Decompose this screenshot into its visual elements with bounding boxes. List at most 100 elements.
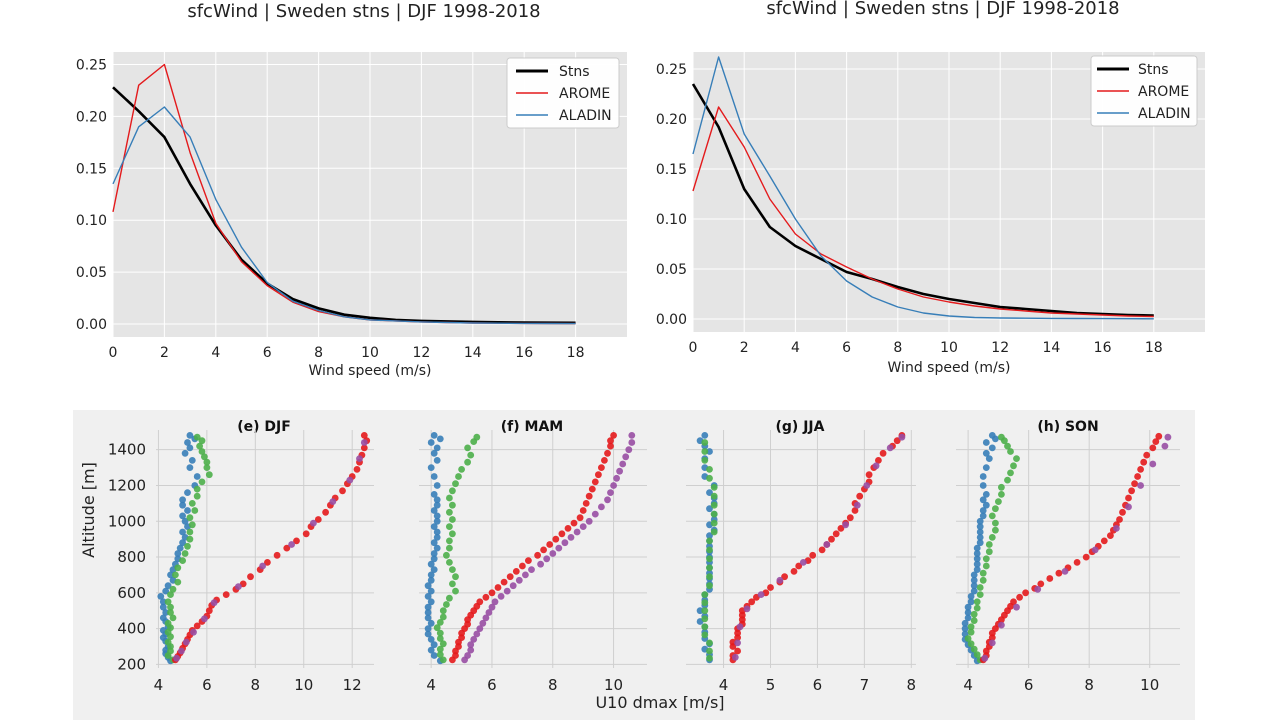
data-point: [210, 599, 218, 607]
data-point: [452, 587, 459, 595]
data-point: [159, 598, 167, 606]
data-point: [607, 437, 614, 445]
x-tick-label: 14: [464, 345, 482, 361]
data-point: [205, 607, 213, 615]
data-point: [748, 598, 756, 606]
data-point: [464, 652, 471, 659]
data-point: [179, 528, 187, 536]
data-point: [193, 433, 201, 441]
data-point: [203, 458, 211, 466]
data-point: [607, 489, 614, 496]
data-point: [591, 478, 599, 486]
data-point: [446, 494, 453, 502]
data-point: [449, 580, 456, 588]
y-ticks-top-right: 0.00 0.05 0.10 0.15 0.20 0.25: [656, 62, 687, 328]
data-point: [706, 474, 713, 482]
data-point: [1149, 460, 1157, 468]
data-point: [1007, 469, 1014, 477]
data-point: [196, 442, 204, 450]
data-point: [1022, 589, 1029, 597]
data-point: [310, 519, 317, 527]
y-tick-label: 0.10: [656, 212, 687, 228]
data-point: [573, 528, 581, 536]
data-point: [473, 433, 481, 441]
data-point: [1004, 476, 1011, 484]
data-point: [537, 560, 544, 568]
x-ticks-top-left: 0 2 4 6 8 10 12 14 16 18: [109, 345, 585, 361]
data-point: [973, 555, 981, 563]
data-point: [585, 517, 593, 525]
data-point: [427, 576, 435, 584]
grid-jja: [686, 430, 916, 668]
data-point: [1013, 603, 1020, 611]
data-point: [439, 613, 447, 621]
data-point: [961, 619, 969, 627]
subplot-title-mam: (f) MAM: [501, 419, 563, 435]
data-point: [879, 449, 887, 457]
x-tick-label: 4: [963, 676, 973, 694]
y-tick-label: 0.20: [656, 112, 687, 128]
data-point: [522, 571, 529, 579]
data-point: [360, 439, 368, 446]
legend-label-arome: AROME: [559, 86, 610, 102]
data-point: [167, 591, 174, 598]
data-point: [823, 541, 831, 548]
data-point: [625, 446, 633, 454]
x-tick-label: 6: [842, 340, 851, 356]
data-point: [1143, 451, 1151, 459]
data-point: [734, 647, 741, 655]
x-tick-label: 18: [567, 345, 585, 361]
data-point: [998, 491, 1005, 498]
data-point: [467, 646, 475, 654]
data-point: [967, 640, 975, 648]
data-point: [482, 614, 490, 622]
data-point: [795, 562, 803, 570]
data-point: [430, 652, 438, 659]
data-point: [973, 598, 981, 606]
data-point: [288, 541, 295, 548]
data-point: [973, 550, 981, 557]
x-tick-label: 6: [1024, 676, 1034, 694]
data-point: [198, 478, 206, 486]
data-point: [973, 604, 981, 612]
data-point: [976, 539, 984, 547]
data-point: [198, 437, 206, 445]
data-point: [710, 501, 718, 509]
x-tick-label: 10: [940, 340, 958, 356]
subplot-title-djf: (e) DJF: [237, 419, 291, 435]
x-ticks-mam: 4 6 8 10: [426, 676, 623, 694]
data-point: [998, 483, 1005, 491]
data-point: [162, 587, 170, 595]
data-point: [988, 444, 996, 452]
data-point: [1131, 480, 1138, 488]
data-point: [543, 555, 551, 563]
data-point: [433, 482, 441, 489]
data-point: [433, 501, 441, 509]
y-tick-label: 0.15: [656, 162, 687, 178]
y-tick-label: 1400: [108, 441, 146, 459]
data-point: [446, 537, 453, 545]
y-tick-label: 200: [117, 655, 146, 673]
data-point: [430, 555, 438, 563]
data-point: [193, 485, 201, 493]
legend-box-top-right: [1090, 55, 1198, 127]
data-point: [979, 507, 987, 514]
data-point: [706, 555, 713, 563]
data-point: [427, 619, 435, 627]
data-point: [433, 444, 441, 452]
data-point: [982, 501, 990, 509]
data-point: [964, 635, 972, 642]
data-point: [164, 598, 172, 606]
data-point: [579, 507, 587, 514]
data-point: [710, 519, 718, 527]
data-point: [433, 512, 441, 520]
data-point: [622, 453, 630, 461]
data-point: [494, 584, 502, 591]
x-tick-label: 0: [689, 340, 698, 356]
data-point: [1140, 458, 1148, 466]
data-point: [1010, 598, 1017, 606]
data-point: [181, 550, 189, 557]
data-point: [828, 535, 835, 543]
data-point: [179, 539, 187, 547]
data-point: [970, 587, 978, 595]
